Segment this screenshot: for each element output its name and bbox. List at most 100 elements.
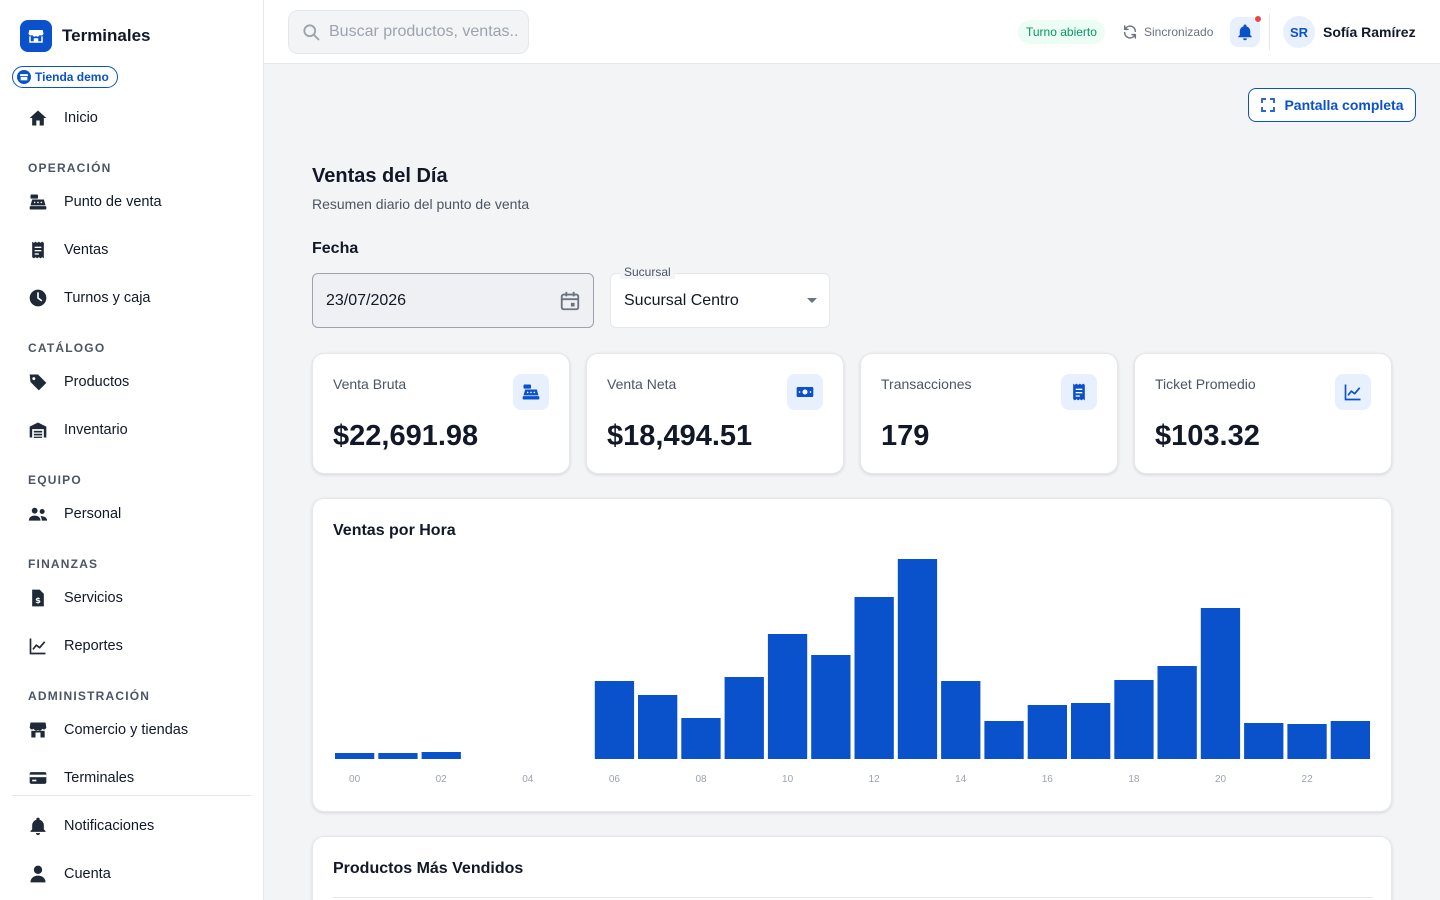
kpi-card-venta-bruta: Venta Bruta $22,691.98 xyxy=(312,353,570,474)
receipt-icon xyxy=(32,241,44,259)
sidebar-item-punto-de-venta[interactable]: Punto de venta xyxy=(28,192,162,212)
chart-bar-22[interactable] xyxy=(1287,724,1327,759)
chart-bar-08[interactable] xyxy=(681,718,721,759)
hourly-sales-chart: 00 02 04 06 08 10 12 14 16 18 20 22 xyxy=(335,559,1370,785)
sidebar-item-personal[interactable]: Personal xyxy=(28,504,121,524)
sidebar-item-servicios[interactable]: $ Servicios xyxy=(28,588,123,608)
branch-select[interactable]: Sucursal Centro xyxy=(610,273,830,328)
x-tick-label: 20 xyxy=(1215,774,1227,785)
chart-bar-13[interactable] xyxy=(897,559,938,759)
chart-bar-19[interactable] xyxy=(1157,666,1197,759)
avatar: SR xyxy=(1283,16,1315,48)
x-tick-label: 04 xyxy=(522,774,534,785)
chart-bar-00[interactable] xyxy=(335,753,375,759)
x-tick-label: 10 xyxy=(782,774,794,785)
sync-status[interactable]: Sincronizado xyxy=(1122,20,1213,44)
x-tick-label: 06 xyxy=(609,774,621,785)
sidebar-item-label: Comercio y tiendas xyxy=(64,722,189,738)
user-name: Sofía Ramírez xyxy=(1323,24,1416,40)
sidebar-item-label: Cuenta xyxy=(64,866,111,882)
chart-bar-20[interactable] xyxy=(1200,608,1241,759)
sidebar-item-turnos-y-caja[interactable]: Turnos y caja xyxy=(28,288,151,308)
calendar-icon[interactable] xyxy=(559,290,581,312)
fullscreen-button[interactable]: Pantalla completa xyxy=(1248,88,1416,122)
sidebar-item-ventas[interactable]: Ventas xyxy=(28,240,108,260)
store-icon xyxy=(17,70,31,84)
x-tick-label: 12 xyxy=(869,774,881,785)
kpi-value: $103.32 xyxy=(1155,420,1260,452)
x-tick-label: 16 xyxy=(1042,774,1054,785)
sidebar-divider xyxy=(12,795,251,796)
hourly-sales-card: Ventas por Hora 00 02 04 06 08 10 12 14 16 18 20 22 xyxy=(312,498,1392,812)
notification-dot xyxy=(1254,15,1262,23)
chart-title: Ventas por Hora xyxy=(333,522,456,539)
sidebar-item-notificaciones[interactable]: Notificaciones xyxy=(28,816,154,836)
shift-status-badge: Turno abierto xyxy=(1018,20,1105,44)
kpi-card-venta-neta: Venta Neta $18,494.51 xyxy=(586,353,844,474)
sidebar-item-reportes[interactable]: Reportes xyxy=(28,636,123,656)
chart-bar-01[interactable] xyxy=(378,753,418,759)
search-input[interactable] xyxy=(329,23,519,41)
fullscreen-label: Pantalla completa xyxy=(1284,97,1404,113)
x-tick-label: 08 xyxy=(695,774,707,785)
line-chart-icon xyxy=(29,638,46,655)
svg-text:$: $ xyxy=(35,595,41,605)
chart-bar-16[interactable] xyxy=(1027,705,1067,759)
branch-label: Sucursal xyxy=(620,265,675,279)
date-picker[interactable]: 23/07/2026 xyxy=(312,273,594,328)
sync-icon xyxy=(1123,25,1137,39)
sidebar-item-inventario[interactable]: Inventario xyxy=(28,420,128,440)
kpi-label: Ticket Promedio xyxy=(1155,376,1256,392)
users-icon xyxy=(28,507,48,521)
brand[interactable]: Terminales xyxy=(20,20,151,52)
sidebar-item-inicio[interactable]: Inicio xyxy=(28,108,98,128)
chart-bar-10[interactable] xyxy=(767,634,808,759)
kpi-value: $18,494.51 xyxy=(607,420,753,452)
sidebar-item-label: Terminales xyxy=(64,770,135,786)
chart-bar-23[interactable] xyxy=(1330,721,1370,759)
receipt-icon xyxy=(1061,374,1097,410)
chart-bar-11[interactable] xyxy=(811,655,851,759)
user-menu[interactable]: SR Sofía Ramírez xyxy=(1283,16,1416,48)
x-tick-label: 18 xyxy=(1128,774,1140,785)
store-icon xyxy=(29,722,47,738)
x-tick-label: 22 xyxy=(1302,774,1314,785)
chart-bar-09[interactable] xyxy=(724,677,764,759)
notifications-button[interactable] xyxy=(1230,15,1262,47)
branch-value: Sucursal Centro xyxy=(624,291,739,309)
sync-status-label: Sincronizado xyxy=(1144,25,1214,39)
section-title-operacion: OPERACIÓN xyxy=(28,161,112,175)
chart-bar-06[interactable] xyxy=(594,681,635,759)
bell-icon xyxy=(30,817,46,836)
home-icon xyxy=(29,110,47,126)
cash-register-icon xyxy=(513,374,549,410)
chart-bar-12[interactable] xyxy=(854,597,894,759)
section-title-equipo: EQUIPO xyxy=(28,473,82,487)
store-logo-icon xyxy=(20,20,52,52)
warehouse-icon xyxy=(29,422,47,438)
brand-name: Terminales xyxy=(62,26,151,45)
chart-bar-02[interactable] xyxy=(421,752,461,759)
search-box[interactable] xyxy=(288,10,529,54)
sidebar-item-label: Ventas xyxy=(64,242,109,258)
sidebar-item-comercio-y-tiendas[interactable]: Comercio y tiendas xyxy=(28,720,188,740)
chart-bar-07[interactable] xyxy=(638,695,678,759)
chart-bar-14[interactable] xyxy=(941,681,981,759)
page-title: Ventas del Día xyxy=(312,165,448,187)
chart-bar-15[interactable] xyxy=(984,721,1024,759)
sidebar-item-terminales[interactable]: Terminales xyxy=(28,768,134,788)
sidebar-item-cuenta[interactable]: Cuenta xyxy=(28,864,111,884)
sidebar-item-label: Inventario xyxy=(64,422,128,438)
sidebar-item-label: Punto de venta xyxy=(64,194,162,210)
x-tick-label: 14 xyxy=(955,774,967,785)
kpi-value: $22,691.98 xyxy=(333,420,479,452)
topbar: Turno abierto Sincronizado SR Sofía Ramí… xyxy=(264,0,1440,64)
sidebar-item-productos[interactable]: Productos xyxy=(28,372,129,392)
chart-bar-17[interactable] xyxy=(1071,703,1111,759)
credit-card-icon xyxy=(29,772,47,784)
chart-bar-21[interactable] xyxy=(1244,723,1284,759)
chart-bar-18[interactable] xyxy=(1114,680,1154,759)
top-products-title: Productos Más Vendidos xyxy=(333,860,524,877)
store-selector-chip[interactable]: Tienda demo xyxy=(12,66,118,88)
section-title-finanzas: FINANZAS xyxy=(28,557,99,571)
